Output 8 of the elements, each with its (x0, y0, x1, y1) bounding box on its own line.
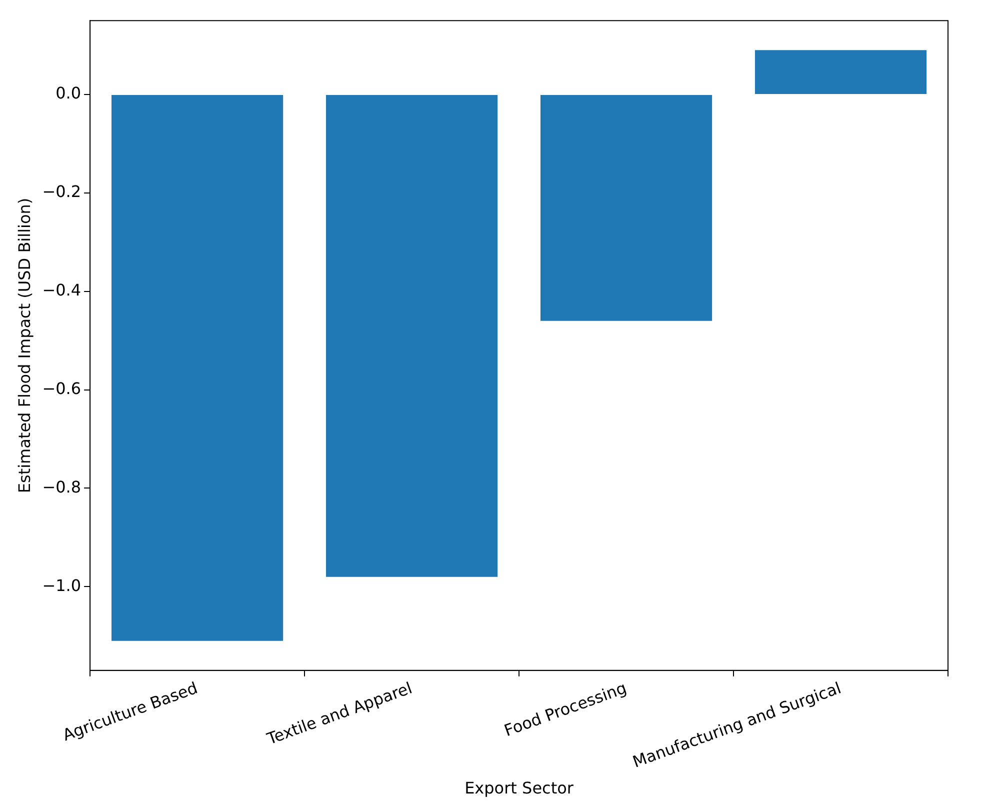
y-axis-title: Estimated Flood Impact (USD Billion) (14, 198, 34, 494)
y-tick-label: −0.6 (42, 378, 82, 398)
y-tick-label: −0.2 (42, 182, 82, 202)
y-tick-label: 0.0 (56, 84, 82, 103)
x-axis-title: Export Sector (464, 778, 574, 798)
y-tick-label: −0.4 (42, 280, 82, 300)
y-tick-label: −1.0 (42, 576, 82, 595)
y-tick-label: −0.8 (42, 477, 82, 496)
